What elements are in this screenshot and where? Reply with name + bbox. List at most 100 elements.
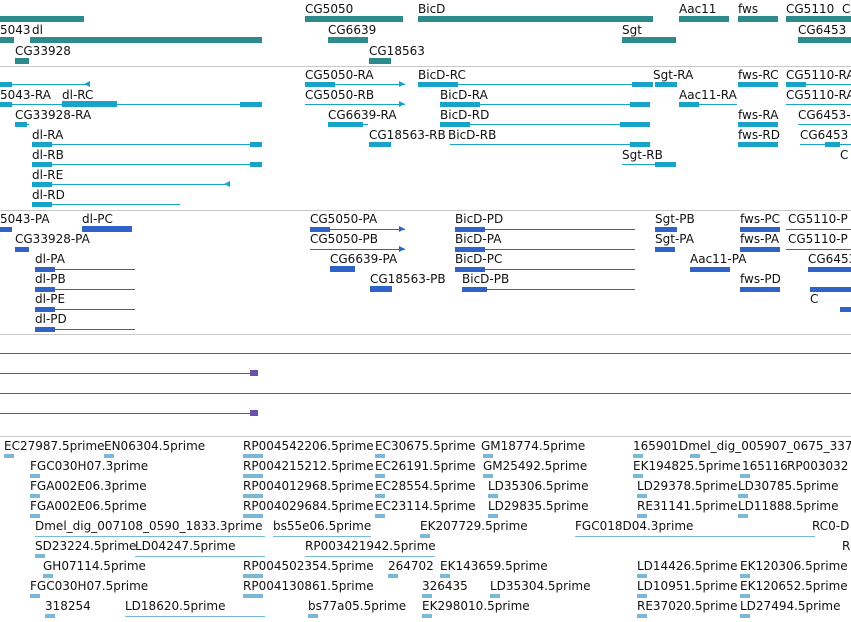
est-feature[interactable] bbox=[375, 514, 385, 518]
gene-bar[interactable] bbox=[786, 16, 851, 22]
cds-label[interactable]: C bbox=[810, 292, 819, 306]
cds-label[interactable]: dl-PB bbox=[35, 272, 66, 286]
transcript-label[interactable]: CG18563-RB bbox=[369, 128, 446, 142]
est-label[interactable]: GH07114.5prime bbox=[43, 559, 146, 573]
est-label[interactable]: 318254 bbox=[45, 599, 91, 613]
cds-line[interactable] bbox=[455, 229, 635, 230]
est-label[interactable]: EK120306.5prime bbox=[740, 559, 848, 573]
est-label[interactable]: 165116 bbox=[742, 459, 788, 473]
cds-label[interactable]: CG5050-PB bbox=[310, 232, 379, 246]
est-feature[interactable] bbox=[483, 474, 493, 478]
est-label[interactable]: EN06304.5prime bbox=[104, 439, 206, 453]
est-feature[interactable] bbox=[30, 494, 40, 498]
cds-line[interactable] bbox=[35, 289, 135, 290]
gene-label[interactable]: CG6639 bbox=[328, 23, 377, 37]
exon[interactable] bbox=[679, 102, 699, 107]
exon[interactable] bbox=[630, 102, 650, 107]
est-feature[interactable] bbox=[738, 494, 748, 498]
cds-label[interactable]: CG5110-P bbox=[788, 212, 848, 226]
transcript-line[interactable] bbox=[450, 144, 650, 145]
cds-exon[interactable] bbox=[740, 287, 780, 292]
cds-label[interactable]: dl-PE bbox=[35, 292, 66, 306]
transcript-line[interactable] bbox=[786, 104, 851, 105]
exon[interactable] bbox=[0, 82, 12, 87]
est-label[interactable]: GM18774.5prime bbox=[481, 439, 586, 453]
est-label[interactable]: LD18620.5prime bbox=[125, 599, 226, 613]
transcript-label[interactable]: dl-RC bbox=[62, 88, 94, 102]
est-label[interactable]: R bbox=[842, 539, 851, 553]
alignment-block[interactable] bbox=[250, 370, 258, 376]
transcript-line[interactable] bbox=[798, 124, 851, 125]
est-feature[interactable] bbox=[4, 454, 14, 458]
est-label[interactable]: 264702 bbox=[388, 559, 434, 573]
est-label[interactable]: RP004502354.5prime bbox=[243, 559, 374, 573]
cds-exon[interactable] bbox=[740, 247, 780, 252]
est-feature[interactable] bbox=[740, 474, 750, 478]
est-feature[interactable] bbox=[637, 574, 647, 578]
est-feature[interactable] bbox=[422, 614, 432, 618]
transcript-label[interactable]: CG6453- bbox=[798, 108, 851, 122]
est-feature[interactable] bbox=[243, 494, 263, 498]
exon[interactable] bbox=[738, 82, 778, 87]
transcript-line[interactable] bbox=[305, 104, 405, 105]
exon[interactable] bbox=[369, 142, 391, 147]
est-feature[interactable] bbox=[490, 594, 500, 598]
transcript-line[interactable] bbox=[0, 104, 262, 105]
transcript-label[interactable]: CG5110-RA bbox=[786, 68, 851, 82]
est-feature[interactable] bbox=[633, 474, 643, 478]
est-label[interactable]: LD35306.5prime bbox=[488, 479, 589, 493]
cds-exon[interactable] bbox=[370, 286, 392, 292]
cds-line[interactable] bbox=[786, 249, 851, 250]
est-label[interactable]: bs55e06.5prime bbox=[273, 519, 372, 533]
est-label[interactable]: FGC018D04.3prime bbox=[575, 519, 694, 533]
cds-label[interactable]: CG5050-PA bbox=[310, 212, 378, 226]
est-label[interactable]: LD29835.5prime bbox=[488, 499, 589, 513]
est-label[interactable]: LD14426.5prime bbox=[637, 559, 738, 573]
est-feature[interactable] bbox=[30, 514, 40, 518]
transcript-line[interactable] bbox=[32, 144, 262, 145]
transcript-label[interactable]: 5043-RA bbox=[0, 88, 51, 102]
transcript-label[interactable]: CG5110-RA bbox=[786, 88, 851, 102]
est-label[interactable]: SD23224.5prime bbox=[35, 539, 137, 553]
gene-label[interactable]: dl bbox=[32, 23, 43, 37]
transcript-label[interactable]: CG5050-RA bbox=[305, 68, 374, 82]
cds-label[interactable]: 5043-PA bbox=[0, 212, 50, 226]
est-label[interactable]: EK207729.5prime bbox=[420, 519, 528, 533]
transcript-line[interactable] bbox=[440, 104, 650, 105]
cds-line[interactable] bbox=[462, 289, 635, 290]
transcript-label[interactable]: CG6639-RA bbox=[328, 108, 397, 122]
est-feature[interactable] bbox=[483, 454, 493, 458]
exon[interactable] bbox=[620, 122, 650, 127]
transcript-label[interactable]: BicD-RB bbox=[448, 128, 497, 142]
gene-bar[interactable] bbox=[418, 16, 653, 22]
transcript-label[interactable]: dl-RA bbox=[32, 128, 64, 142]
transcript-line[interactable] bbox=[418, 84, 653, 85]
est-label[interactable]: 165901 bbox=[633, 439, 679, 453]
gene-label[interactable]: fws bbox=[738, 2, 759, 16]
transcript-label[interactable]: Sgt-RA bbox=[653, 68, 694, 82]
gene-bar[interactable] bbox=[679, 16, 729, 22]
gene-bar[interactable] bbox=[328, 37, 368, 43]
est-feature[interactable] bbox=[440, 574, 450, 578]
est-label[interactable]: RP004215212.5prime bbox=[243, 459, 374, 473]
cds-exon[interactable] bbox=[655, 227, 677, 232]
transcript-label[interactable]: CG6453 bbox=[800, 128, 849, 142]
gene-label[interactable]: Aac11 bbox=[679, 2, 717, 16]
cds-exon[interactable] bbox=[455, 267, 485, 272]
gene-bar[interactable] bbox=[0, 37, 14, 43]
gene-label[interactable]: Sgt bbox=[622, 23, 642, 37]
est-line[interactable] bbox=[125, 616, 265, 617]
transcript-label[interactable]: dl-RD bbox=[32, 188, 65, 202]
cds-exon[interactable] bbox=[35, 327, 55, 332]
cds-exon[interactable] bbox=[310, 227, 330, 232]
est-label[interactable]: RP004542206.5prime bbox=[243, 439, 374, 453]
cds-line[interactable] bbox=[455, 249, 635, 250]
cds-label[interactable]: BicD-PC bbox=[455, 252, 503, 266]
cds-label[interactable]: Sgt-PB bbox=[655, 212, 695, 226]
cds-exon[interactable] bbox=[462, 287, 487, 292]
cds-exon[interactable] bbox=[455, 247, 485, 252]
est-feature[interactable] bbox=[308, 614, 318, 618]
cds-label[interactable]: CG6639-PA bbox=[330, 252, 398, 266]
est-label[interactable]: RP003032 bbox=[787, 459, 849, 473]
gene-bar[interactable] bbox=[738, 16, 778, 22]
